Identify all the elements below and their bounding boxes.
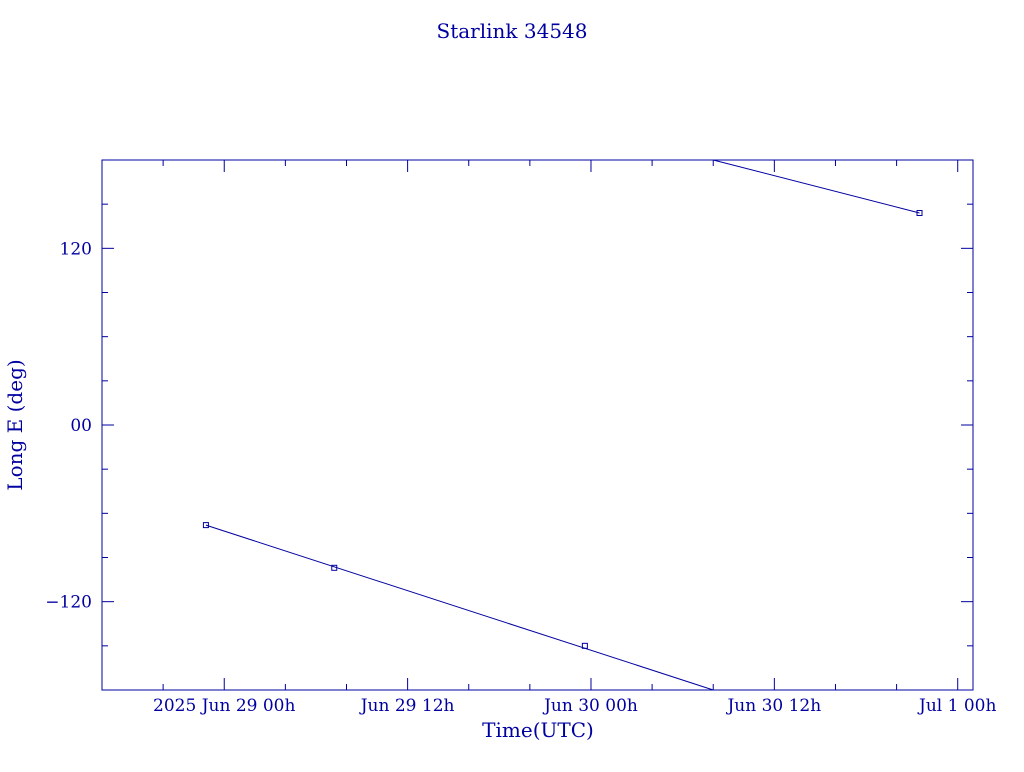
series-group	[202, 159, 923, 691]
data-point-marker	[916, 210, 923, 216]
data-point-marker	[331, 564, 338, 571]
data-point-marker	[202, 522, 209, 529]
x-tick-label: Jul 1 00h	[917, 696, 996, 716]
plot-frame	[101, 159, 974, 691]
chart-title: Starlink 34548	[437, 19, 588, 43]
plot-frame-group	[101, 159, 974, 691]
y-tick-label: −120	[45, 593, 92, 613]
series-line-segment	[713, 159, 920, 214]
x-tick-label: 2025 Jun 29 00h	[153, 696, 295, 716]
series-line-segment	[205, 524, 714, 691]
y-tick-label: 00	[70, 416, 92, 436]
x-tick-label: Jun 30 00h	[542, 696, 638, 716]
y-axis-title: Long E (deg)	[3, 359, 27, 490]
y-tick-label: 120	[60, 239, 92, 259]
tick-labels-group: 2025 Jun 29 00h Jun 29 12h Jun 30 00h Jun 3…	[45, 239, 996, 716]
x-tick-label: Jun 30 12h	[725, 696, 821, 716]
ticks-group	[101, 160, 973, 690]
x-tick-label: Jun 29 12h	[359, 696, 455, 716]
data-point-marker	[581, 642, 588, 649]
x-axis-title: Time(UTC)	[482, 718, 594, 742]
